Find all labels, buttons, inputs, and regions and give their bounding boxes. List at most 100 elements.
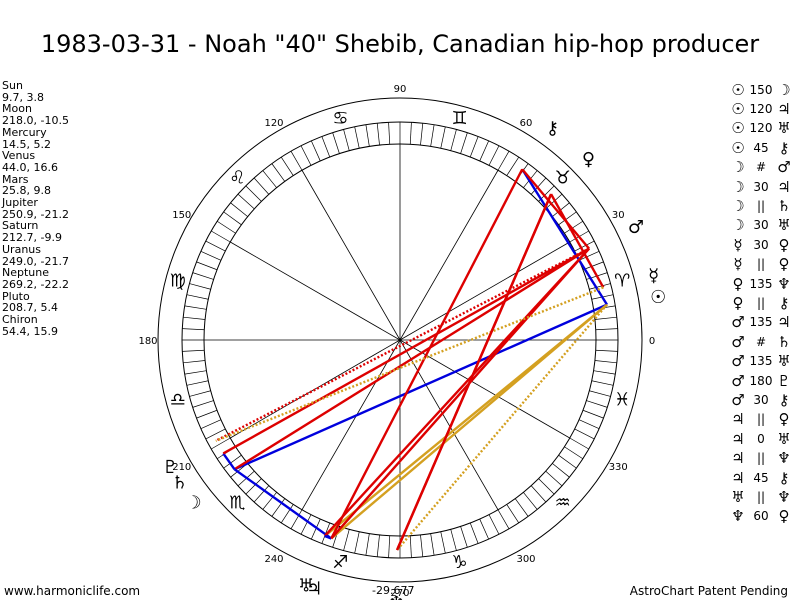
- aspect-symbol: 45: [753, 470, 769, 485]
- house-spoke: [301, 170, 401, 341]
- planet-values: 25.8, 9.8: [2, 184, 51, 198]
- planet-glyph: ♂: [628, 217, 644, 238]
- aspect-line: [215, 286, 604, 442]
- aspect-symbol: ||: [756, 257, 766, 272]
- center-readout: -29.677: [372, 584, 415, 597]
- degree-tick: [523, 492, 538, 510]
- degree-tick: [460, 132, 468, 154]
- house-spoke: [230, 339, 401, 439]
- degree-tick: [497, 151, 510, 171]
- zodiac-sign-glyph: ♌: [229, 167, 245, 188]
- degree-tick: [280, 504, 294, 524]
- aspect-line: [215, 247, 590, 442]
- aspect-line: [396, 303, 608, 551]
- aspect-planet-glyph: ♃: [777, 313, 791, 332]
- degree-tick: [189, 283, 211, 290]
- degree-tick: [290, 151, 303, 171]
- aspect-symbol: 180: [749, 373, 773, 388]
- aspect-line: [233, 468, 332, 540]
- aspect-row: ☽ # ♂: [728, 158, 800, 177]
- aspect-symbol: 0: [757, 431, 765, 446]
- site-link[interactable]: www.harmoniclife.com: [4, 584, 141, 598]
- aspect-row: ♂ 135 ♃: [728, 313, 800, 332]
- aspect-symbol: 120: [749, 102, 773, 117]
- degree-tick: [376, 123, 380, 146]
- degree-tick: [354, 531, 360, 554]
- zodiac-sign-glyph: ♊: [451, 108, 467, 129]
- degree-tick: [245, 185, 262, 202]
- aspect-line: [521, 168, 609, 306]
- zodiac-sign-glyph: ♐: [332, 552, 348, 573]
- degree-tick: [182, 349, 205, 352]
- aspect-row: ♃ 0 ♅: [728, 429, 800, 448]
- degree-tick: [205, 428, 226, 440]
- degree-label: 330: [609, 462, 628, 473]
- degree-tick: [354, 126, 360, 149]
- aspect-symbol: ||: [756, 412, 766, 427]
- aspect-symbol: 135: [749, 315, 773, 330]
- house-spoke: [230, 241, 401, 341]
- degree-tick: [271, 163, 286, 182]
- degree-tick: [589, 390, 611, 397]
- aspect-planet-glyph: ♂: [731, 371, 745, 390]
- planet-name: Moon: [2, 102, 32, 116]
- planet-glyph: ☉: [650, 287, 666, 308]
- aspect-planet-glyph: ♂: [731, 352, 745, 371]
- degree-tick: [271, 498, 286, 517]
- planet-glyph: ☽: [185, 492, 201, 513]
- degree-tick: [460, 526, 468, 548]
- planet-values: 54.4, 15.9: [2, 324, 58, 338]
- planet-glyph: ♅: [298, 576, 314, 597]
- planet-glyph: ⚷: [546, 118, 559, 139]
- degree-tick: [216, 220, 236, 234]
- aspect-symbol: 60: [753, 509, 769, 524]
- aspect-symbol: ||: [756, 295, 766, 310]
- aspect-planet-glyph: ♅: [777, 429, 791, 448]
- degree-tick: [186, 294, 209, 300]
- degree-tick: [192, 272, 214, 280]
- aspect-row: ♀ 135 ♆: [728, 274, 800, 293]
- degree-tick: [223, 454, 242, 469]
- degree-label: 210: [172, 462, 191, 473]
- aspect-planet-glyph: ♅: [777, 216, 791, 235]
- degree-tick: [564, 446, 584, 460]
- degree-label: 150: [172, 210, 191, 221]
- planet-name: Pluto: [2, 289, 30, 303]
- aspect-symbol: ||: [756, 489, 766, 504]
- degree-tick: [332, 132, 340, 154]
- aspect-symbol: #: [755, 160, 767, 175]
- aspect-row: ♃ 45 ⚷: [728, 468, 800, 487]
- aspect-row: ♆ 60 ♀: [728, 507, 800, 526]
- degree-tick: [552, 463, 570, 478]
- aspect-symbol: 150: [749, 82, 773, 97]
- degree-tick: [300, 145, 312, 166]
- degree-tick: [595, 328, 618, 331]
- aspect-planet-glyph: ☽: [731, 177, 745, 196]
- degree-tick: [321, 136, 331, 158]
- aspect-planet-glyph: ☽: [731, 158, 745, 177]
- degree-tick: [538, 478, 555, 495]
- degree-tick: [189, 390, 211, 397]
- aspect-symbol: 30: [753, 237, 769, 252]
- planet-name: Chiron: [2, 313, 38, 327]
- degree-tick: [582, 261, 604, 271]
- aspect-planet-glyph: ☉: [731, 119, 745, 138]
- aspect-row: ♂ 30 ⚷: [728, 390, 800, 409]
- degree-label: 60: [520, 118, 533, 129]
- degree-tick: [184, 305, 207, 310]
- degree-label: 30: [612, 210, 625, 221]
- house-spoke: [399, 339, 499, 510]
- aspect-planet-glyph: ♄: [777, 332, 791, 351]
- aspect-planet-glyph: ☉: [731, 100, 745, 119]
- aspect-row: ♅ || ♆: [728, 487, 800, 506]
- degree-tick: [450, 529, 457, 551]
- degree-tick: [237, 193, 255, 210]
- aspect-row: ♂ 180 ♇: [728, 371, 800, 390]
- planet-glyph: ☿: [648, 265, 659, 286]
- degree-tick: [205, 240, 226, 252]
- aspect-row: ☽ 30 ♃: [728, 177, 800, 196]
- aspect-planet-glyph: ♅: [731, 487, 745, 506]
- house-spoke: [301, 339, 401, 510]
- degree-tick: [365, 124, 370, 147]
- planet-name: Saturn: [2, 219, 39, 233]
